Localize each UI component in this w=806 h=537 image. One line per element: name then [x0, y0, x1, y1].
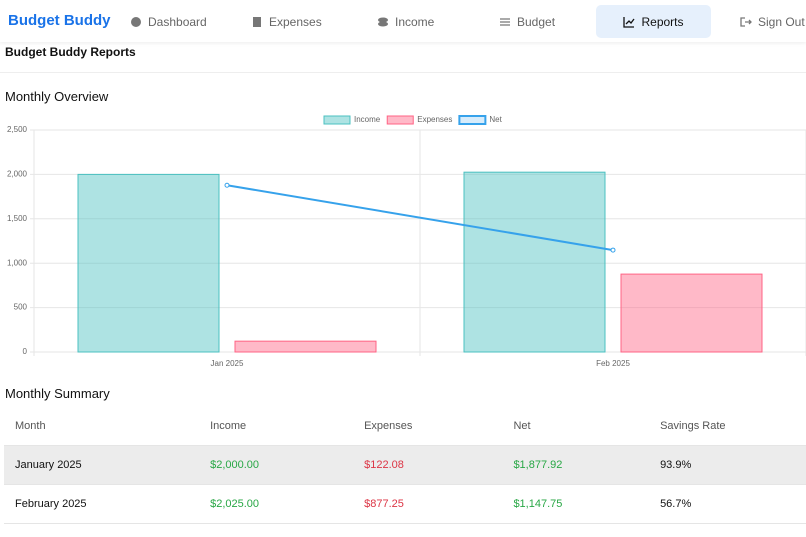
- table-cell: $2,025.00: [199, 484, 354, 524]
- nav-label[interactable]: Reports: [641, 14, 684, 29]
- y-tick-label: 2,000: [7, 170, 28, 179]
- y-tick-label: 0: [23, 347, 28, 356]
- nav-icon: [253, 16, 261, 27]
- nav-icon: [378, 17, 388, 26]
- table-row: January 2025 $2,000.00 $122.08 $1,877.92 93.…: [4, 445, 806, 485]
- bar: [77, 173, 220, 353]
- bar: [234, 340, 377, 353]
- nav-label[interactable]: Expenses: [269, 14, 322, 29]
- legend-label: Income: [354, 115, 381, 124]
- brand-text[interactable]: Budget Buddy: [8, 12, 111, 29]
- nav-item[interactable]: Reports: [596, 5, 711, 38]
- nav-item[interactable]: Budget: [499, 5, 569, 38]
- table-row: February 2025 $2,025.00 $877.25 $1,147.75 56…: [4, 484, 806, 524]
- table-cell: $1,147.75: [502, 484, 650, 524]
- nav-item[interactable]: Expenses: [251, 5, 331, 38]
- x-tick-label: Feb 2025: [596, 359, 630, 368]
- nav-label[interactable]: Dashboard: [148, 14, 207, 29]
- column-header: Net: [513, 420, 531, 432]
- legend-label: Net: [489, 115, 502, 124]
- summary-table: Month Income Expenses Net Savings Rate Januar…: [4, 407, 806, 524]
- y-tick-label: 500: [14, 303, 28, 312]
- page-title: Budget Buddy Reports: [5, 45, 136, 59]
- y-tick-label: 1,500: [7, 214, 28, 223]
- line-point: [224, 182, 230, 188]
- divider: [0, 72, 806, 73]
- y-tick-label: 1,000: [7, 258, 28, 267]
- legend-swatch: [458, 115, 487, 125]
- table-cell: $2,000.00: [199, 445, 354, 485]
- column-header: Month: [15, 420, 46, 432]
- nav-icon: [500, 17, 510, 26]
- x-tick-label: Jan 2025: [211, 359, 244, 368]
- legend-swatch: [323, 115, 351, 125]
- nav-icon: [623, 16, 636, 28]
- nav-icon: [740, 16, 752, 27]
- table-cell: 93.9%: [649, 445, 806, 485]
- table-header: Month Income Expenses Net Savings Rate: [4, 407, 806, 446]
- nav-label[interactable]: Income: [395, 14, 435, 29]
- chart-title: Monthly Overview: [5, 89, 109, 104]
- column-header: Income: [210, 420, 247, 432]
- table-cell: $877.25: [353, 484, 503, 524]
- nav-icon: [131, 16, 141, 27]
- nav-label[interactable]: Budget: [517, 14, 556, 29]
- legend-swatch: [386, 115, 414, 125]
- table-cell: February 2025: [4, 484, 200, 524]
- nav-item[interactable]: Dashboard: [130, 5, 210, 38]
- chart: 0 500 1,000 1,500 2,000 2,500 Jan 2025 Feb 2025…: [7, 115, 806, 368]
- table-cell: 56.7%: [649, 484, 806, 524]
- column-header: Expenses: [364, 420, 413, 432]
- nav-item[interactable]: Sign Out: [740, 5, 806, 38]
- bar: [463, 171, 606, 353]
- column-header: Savings Rate: [660, 420, 726, 432]
- brand[interactable]: Budget Buddy: [8, 12, 111, 29]
- nav-label[interactable]: Sign Out: [758, 14, 805, 29]
- table-cell: January 2025: [4, 445, 200, 485]
- line: [226, 184, 614, 252]
- table-title: Monthly Summary: [5, 386, 110, 401]
- bar: [620, 273, 763, 353]
- line-point: [610, 247, 616, 253]
- navbar: Budget Buddy Dashboard Expenses Income Budg…: [0, 0, 806, 42]
- table-cell: $1,877.92: [502, 445, 650, 485]
- nav-item[interactable]: Income: [377, 5, 457, 38]
- table-cell: $122.08: [353, 445, 503, 485]
- y-tick-label: 2,500: [7, 125, 28, 134]
- legend-label: Expenses: [417, 115, 452, 124]
